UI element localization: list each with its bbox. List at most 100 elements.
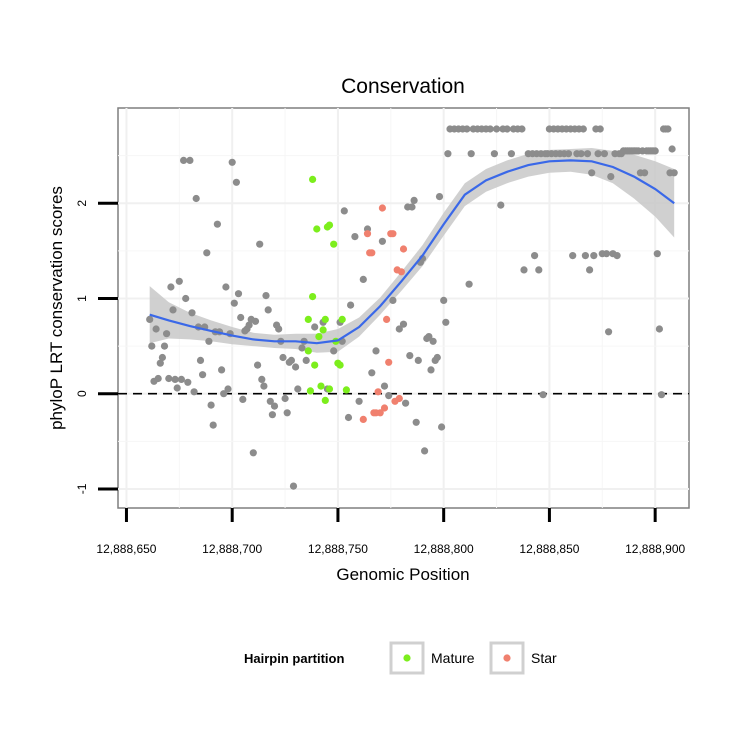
data-point <box>406 352 414 360</box>
data-point <box>368 249 376 257</box>
legend-label-star: Star <box>531 650 557 666</box>
data-point <box>412 418 420 426</box>
data-point <box>160 342 169 350</box>
data-point <box>268 411 276 419</box>
data-point <box>304 315 312 323</box>
y-tick-label: 2 <box>75 200 89 207</box>
data-point <box>507 150 515 158</box>
data-point <box>581 252 590 260</box>
data-point <box>399 320 408 328</box>
data-point <box>579 125 587 133</box>
data-point <box>338 315 346 323</box>
data-point <box>279 353 287 362</box>
data-point <box>590 252 598 260</box>
data-point <box>325 221 334 229</box>
x-tick-label: 12,888,650 <box>96 542 156 556</box>
data-point <box>313 225 321 233</box>
data-point <box>342 386 350 394</box>
data-point <box>184 378 192 386</box>
data-point <box>281 394 289 403</box>
legend-dot-star <box>503 654 511 662</box>
data-point <box>321 315 329 323</box>
data-point <box>336 361 344 369</box>
smooth-line <box>149 159 675 345</box>
data-point <box>239 395 247 403</box>
data-point <box>205 337 213 345</box>
data-point <box>463 125 471 133</box>
data-point <box>315 333 323 341</box>
legend: Hairpin partition Mature Star <box>244 641 557 675</box>
data-point <box>234 290 243 298</box>
legend-label-mature: Mature <box>431 650 475 666</box>
y-tick-label: 1 <box>75 295 89 302</box>
data-point <box>190 388 198 396</box>
data-point <box>340 207 348 215</box>
data-point <box>311 361 319 369</box>
data-point <box>380 404 389 412</box>
data-point <box>429 337 437 345</box>
series-other <box>146 125 678 490</box>
x-tick-label: 12,888,750 <box>308 542 368 556</box>
data-point <box>330 240 338 248</box>
data-point <box>427 366 435 374</box>
data-point <box>594 150 602 158</box>
data-point <box>577 150 585 158</box>
x-axis: 12,888,650 12,888,700 12,888,750 12,888,800… <box>96 508 686 556</box>
data-point <box>213 220 221 228</box>
chart-title: Conservation <box>341 75 465 98</box>
data-point <box>218 366 226 374</box>
data-point <box>490 150 498 158</box>
data-point <box>311 323 319 331</box>
data-point <box>321 396 329 404</box>
data-point <box>237 313 245 322</box>
data-point <box>207 401 215 409</box>
data-points <box>146 125 678 490</box>
data-point <box>192 194 200 203</box>
data-point <box>438 423 446 431</box>
data-point <box>600 150 609 158</box>
data-point <box>385 392 393 400</box>
data-point <box>256 240 264 248</box>
data-point <box>402 399 410 407</box>
data-point <box>535 266 543 274</box>
data-point <box>203 249 211 257</box>
data-point <box>156 359 164 367</box>
data-point <box>319 326 327 334</box>
data-point <box>586 266 594 274</box>
data-point <box>503 125 511 133</box>
data-point <box>653 250 661 258</box>
data-point <box>641 169 649 177</box>
data-point <box>158 353 166 362</box>
data-point <box>163 330 171 338</box>
data-point <box>655 325 664 333</box>
data-point <box>146 315 154 323</box>
confidence-ribbon <box>149 148 675 353</box>
legend-dot-mature <box>403 654 411 662</box>
data-point <box>222 283 230 291</box>
data-point <box>421 447 429 455</box>
data-point <box>531 252 539 260</box>
data-point <box>283 409 291 417</box>
data-point <box>188 309 196 317</box>
data-point <box>410 196 418 204</box>
data-point <box>245 321 253 329</box>
data-point <box>520 266 528 274</box>
data-point <box>347 301 355 309</box>
data-point <box>262 292 270 300</box>
data-point <box>152 325 160 333</box>
series-mature <box>304 175 350 404</box>
data-point <box>260 382 268 390</box>
legend-title: Hairpin partition <box>244 651 344 666</box>
data-point <box>309 175 317 183</box>
data-point <box>399 245 408 253</box>
data-point <box>425 333 433 341</box>
data-point <box>171 375 179 383</box>
data-point <box>306 387 314 395</box>
data-point <box>182 294 190 303</box>
data-point <box>302 356 310 364</box>
y-axis: -1 0 1 2 <box>75 200 118 494</box>
legend-key-mature <box>389 641 425 675</box>
data-point <box>389 230 397 238</box>
data-point <box>298 344 306 352</box>
data-point <box>588 169 596 177</box>
